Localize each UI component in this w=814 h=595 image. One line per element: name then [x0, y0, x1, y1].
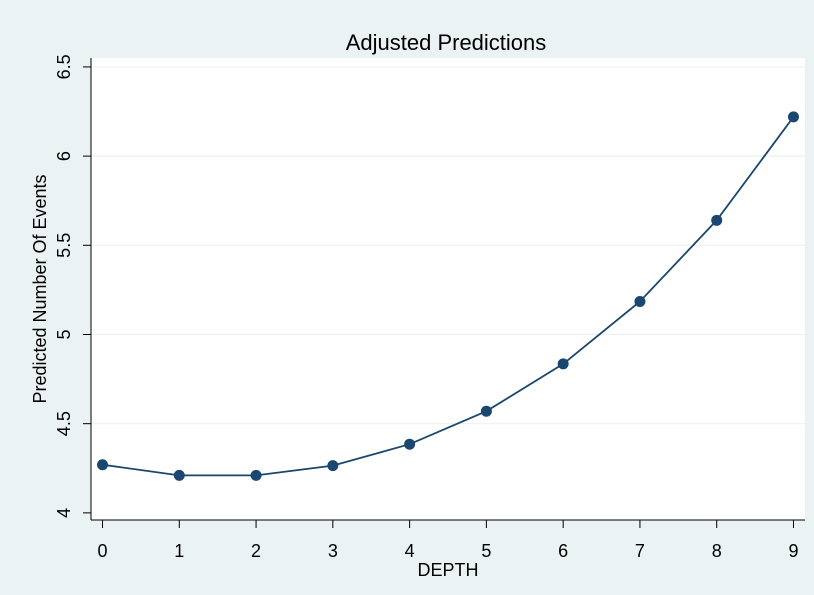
series-line [102, 116, 795, 477]
y-tick-label: 5.5 [54, 233, 74, 258]
x-tick-label: 2 [251, 541, 261, 561]
data-point [327, 460, 339, 472]
data-point [97, 459, 109, 471]
y-tick-label: 5 [54, 329, 74, 339]
x-tick-label: 8 [712, 541, 722, 561]
data-point [480, 405, 492, 417]
x-tick-label: 3 [328, 541, 338, 561]
grid-lines [91, 66, 805, 425]
y-tick-label: 4.5 [54, 411, 74, 436]
y-tick-label: 4 [54, 508, 74, 518]
x-tick-label: 6 [558, 541, 568, 561]
data-point [173, 469, 185, 481]
x-tick-label: 4 [405, 541, 415, 561]
x-tick-label: 5 [481, 541, 491, 561]
data-point [634, 295, 646, 307]
x-tick-label: 1 [174, 541, 184, 561]
x-axis-label: DEPTH [417, 560, 478, 580]
chart-title: Adjusted Predictions [346, 30, 547, 55]
y-tick-label: 6.5 [54, 54, 74, 79]
data-point [404, 438, 416, 450]
y-axis-label: Predicted Number Of Events [30, 174, 50, 403]
x-tick-label: 7 [635, 541, 645, 561]
series [97, 111, 799, 481]
data-point [557, 358, 569, 370]
x-tick-label: 0 [98, 541, 108, 561]
axes: 4 4.5 5 5.5 6 6.5 0 1 2 3 4 5 6 7 8 9 [54, 54, 805, 561]
x-tick-label: 9 [788, 541, 798, 561]
data-point [787, 111, 799, 123]
data-point [250, 469, 262, 481]
y-tick-label: 6 [54, 151, 74, 161]
data-point [711, 214, 723, 226]
plot-area [91, 58, 805, 520]
